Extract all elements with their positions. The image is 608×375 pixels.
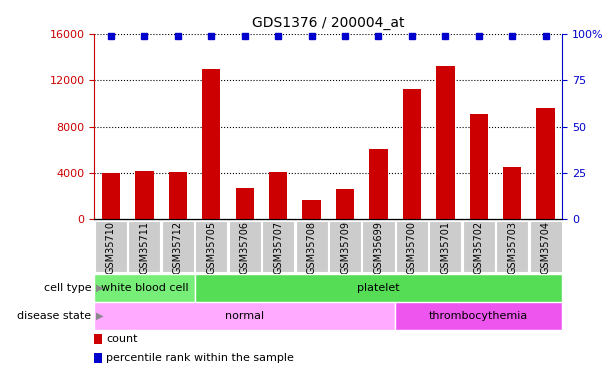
- Text: percentile rank within the sample: percentile rank within the sample: [106, 353, 294, 363]
- Bar: [195, 221, 227, 272]
- Bar: [262, 221, 294, 272]
- Text: GSM35706: GSM35706: [240, 221, 250, 274]
- Bar: [102, 173, 120, 219]
- Bar: [362, 221, 395, 272]
- Bar: [329, 221, 361, 272]
- Bar: [269, 172, 288, 219]
- Bar: [135, 171, 154, 219]
- Text: GSM35711: GSM35711: [139, 221, 150, 274]
- Bar: [436, 66, 455, 219]
- Text: platelet: platelet: [357, 283, 400, 293]
- Bar: [336, 189, 354, 219]
- Text: count: count: [106, 334, 137, 344]
- Bar: [402, 90, 421, 219]
- Text: white blood cell: white blood cell: [100, 283, 188, 293]
- Bar: [94, 352, 102, 363]
- Bar: [396, 221, 428, 272]
- Bar: [369, 148, 388, 219]
- Text: GSM35705: GSM35705: [206, 221, 216, 274]
- Bar: [463, 221, 495, 272]
- Bar: [229, 221, 261, 272]
- Bar: [395, 302, 562, 330]
- Bar: [202, 69, 221, 219]
- Text: ▶: ▶: [96, 311, 103, 321]
- Bar: [469, 114, 488, 219]
- Bar: [530, 221, 562, 272]
- Text: GSM35701: GSM35701: [440, 221, 451, 274]
- Bar: [295, 221, 328, 272]
- Bar: [94, 274, 195, 302]
- Text: GSM35709: GSM35709: [340, 221, 350, 274]
- Title: GDS1376 / 200004_at: GDS1376 / 200004_at: [252, 16, 404, 30]
- Text: ▶: ▶: [96, 283, 103, 293]
- Text: GSM35712: GSM35712: [173, 221, 183, 274]
- Text: GSM35703: GSM35703: [507, 221, 517, 274]
- Text: GSM35699: GSM35699: [373, 221, 384, 274]
- Bar: [128, 221, 161, 272]
- Bar: [95, 221, 127, 272]
- Bar: [302, 200, 321, 219]
- Bar: [195, 274, 562, 302]
- Text: disease state: disease state: [17, 311, 91, 321]
- Text: thrombocythemia: thrombocythemia: [429, 311, 528, 321]
- Text: GSM35700: GSM35700: [407, 221, 417, 274]
- Bar: [503, 167, 522, 219]
- Text: GSM35708: GSM35708: [306, 221, 317, 274]
- Text: GSM35702: GSM35702: [474, 221, 484, 274]
- Text: normal: normal: [225, 311, 264, 321]
- Bar: [235, 188, 254, 219]
- Text: cell type: cell type: [44, 283, 91, 293]
- Bar: [94, 334, 102, 344]
- Text: GSM35710: GSM35710: [106, 221, 116, 274]
- Bar: [429, 221, 461, 272]
- Bar: [162, 221, 194, 272]
- Bar: [94, 302, 395, 330]
- Bar: [536, 108, 555, 219]
- Bar: [168, 172, 187, 219]
- Text: GSM35707: GSM35707: [273, 221, 283, 274]
- Bar: [496, 221, 528, 272]
- Text: GSM35704: GSM35704: [541, 221, 551, 274]
